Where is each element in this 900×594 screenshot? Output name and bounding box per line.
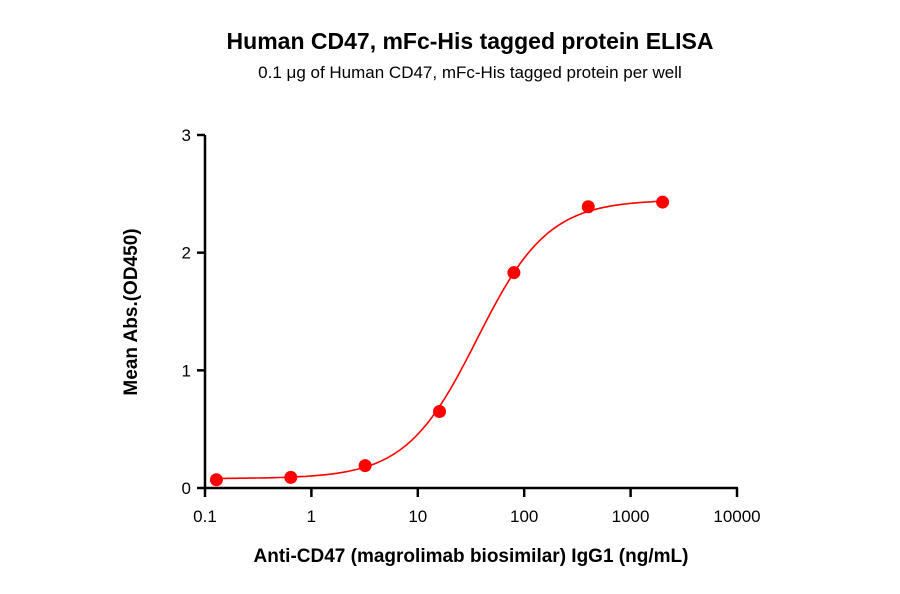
fit-curve bbox=[216, 200, 663, 480]
x-tick-label: 0.1 bbox=[193, 507, 217, 526]
x-tick-label: 1 bbox=[307, 507, 316, 526]
data-point bbox=[507, 266, 521, 280]
y-tick-label: 1 bbox=[182, 361, 191, 380]
y-tick-label: 2 bbox=[182, 244, 191, 263]
x-tick-label: 1000 bbox=[612, 507, 650, 526]
x-tick-label: 10 bbox=[408, 507, 427, 526]
chart-subtitle: 0.1 μg of Human CD47, mFc-His tagged pro… bbox=[258, 63, 682, 82]
y-tick-label: 0 bbox=[182, 479, 191, 498]
y-tick-label: 3 bbox=[182, 126, 191, 145]
data-point bbox=[581, 200, 595, 214]
data-point bbox=[209, 473, 223, 487]
chart-title: Human CD47, mFc-His tagged protein ELISA bbox=[226, 28, 714, 54]
x-axis-label: Anti-CD47 (magrolimab biosimilar) IgG1 (… bbox=[254, 546, 689, 567]
data-point bbox=[284, 470, 298, 484]
data-point bbox=[656, 195, 670, 209]
data-point bbox=[433, 405, 447, 419]
x-tick-label: 10000 bbox=[713, 507, 760, 526]
data-point bbox=[358, 459, 372, 473]
x-tick-label: 100 bbox=[510, 507, 538, 526]
y-axis-label: Mean Abs.(OD450) bbox=[121, 228, 142, 395]
